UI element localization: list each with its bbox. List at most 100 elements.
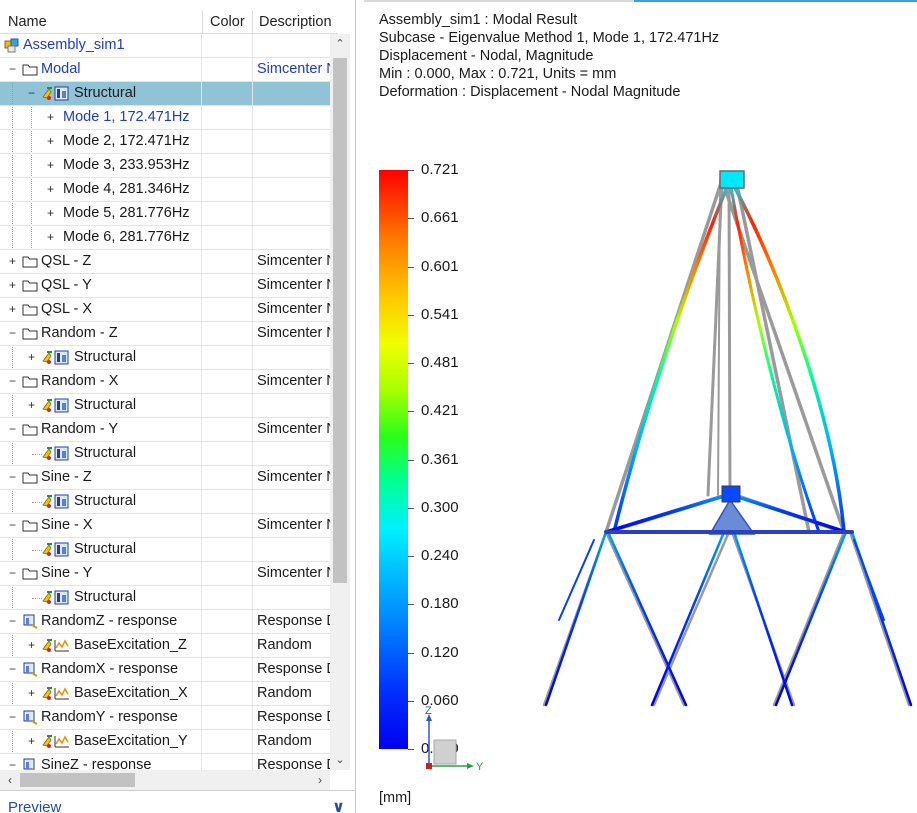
tree-row[interactable]: − Structural <box>0 82 330 106</box>
tree-row[interactable]: + Structural <box>0 394 330 418</box>
expand-icon[interactable]: + <box>46 158 54 172</box>
tree-row[interactable]: − Modal Simcenter N <box>0 58 330 82</box>
tree-row-name-cell[interactable]: + Mode 4, 281.346Hz <box>0 178 202 201</box>
tree-row[interactable]: − Sine - Y Simcenter N <box>0 562 330 586</box>
collapse-icon[interactable]: − <box>8 518 16 532</box>
tree-row[interactable]: + QSL - Y Simcenter N <box>0 274 330 298</box>
collapse-icon[interactable]: − <box>8 62 16 76</box>
horizontal-scroll-thumb[interactable] <box>20 773 135 787</box>
tree-row[interactable]: − Random - Z Simcenter N <box>0 322 330 346</box>
collapse-icon[interactable]: − <box>8 326 16 340</box>
tree-row[interactable]: + Mode 6, 281.776Hz <box>0 226 330 250</box>
tree-row-name-cell[interactable]: − Sine - Z <box>0 466 202 489</box>
tree-row-name-cell[interactable]: − Random - X <box>0 370 202 393</box>
tree-row[interactable]: + Mode 1, 172.471Hz <box>0 106 330 130</box>
expand-icon[interactable]: + <box>46 230 54 244</box>
expand-icon[interactable]: + <box>8 278 16 292</box>
tree-row-name-cell[interactable]: Structural <box>0 586 202 609</box>
expand-icon[interactable]: + <box>8 254 16 268</box>
tree-row[interactable]: Assembly_sim1 <box>0 34 330 58</box>
tree-row-name-cell[interactable]: − SineZ - response <box>0 754 202 777</box>
tree-row[interactable]: + Mode 5, 281.776Hz <box>0 202 330 226</box>
tree-row-name-cell[interactable]: + BaseExcitation_Z <box>0 634 202 657</box>
tree-row-name-cell[interactable]: + QSL - X <box>0 298 202 321</box>
chevron-down-icon[interactable]: ∨ <box>332 799 345 813</box>
tree-row[interactable]: − Random - Y Simcenter N <box>0 418 330 442</box>
scroll-up-icon[interactable]: ⌃ <box>335 38 345 50</box>
tree-row[interactable]: − RandomX - response Response D <box>0 658 330 682</box>
expand-icon[interactable]: + <box>27 734 35 748</box>
tree-row[interactable]: Structural <box>0 586 330 610</box>
tree-row-name-cell[interactable]: − Random - Z <box>0 322 202 345</box>
horizontal-scrollbar[interactable]: ‹ › <box>0 770 330 790</box>
expand-icon[interactable]: + <box>46 182 54 196</box>
tree-row[interactable]: Structural <box>0 490 330 514</box>
scroll-down-icon[interactable]: ⌄ <box>335 754 345 766</box>
tree-row[interactable]: − Random - X Simcenter N <box>0 370 330 394</box>
tree-row-name-cell[interactable]: + BaseExcitation_Y <box>0 730 202 753</box>
tree-row-name-cell[interactable]: + Mode 1, 172.471Hz <box>0 106 202 129</box>
tree-row[interactable]: + BaseExcitation_X Random <box>0 682 330 706</box>
tree-row-name-cell[interactable]: + Mode 2, 172.471Hz <box>0 130 202 153</box>
tree-row-name-cell[interactable]: − Sine - Y <box>0 562 202 585</box>
expand-icon[interactable]: + <box>27 398 35 412</box>
graphics-window[interactable]: Assembly_sim1 : Modal Result Subcase - E… <box>364 0 917 813</box>
tree-row[interactable]: − SineZ - response Response D <box>0 754 330 778</box>
tree-row[interactable]: + Mode 2, 172.471Hz <box>0 130 330 154</box>
tree-row-name-cell[interactable]: − Sine - X <box>0 514 202 537</box>
collapse-icon[interactable]: − <box>8 470 16 484</box>
tree-row[interactable]: + Mode 4, 281.346Hz <box>0 178 330 202</box>
collapse-icon[interactable]: − <box>8 566 16 580</box>
tree-row-name-cell[interactable]: − RandomY - response <box>0 706 202 729</box>
tree-row[interactable]: + QSL - X Simcenter N <box>0 298 330 322</box>
tree-row-name-cell[interactable]: − Random - Y <box>0 418 202 441</box>
tree-row-name-cell[interactable]: Structural <box>0 538 202 561</box>
tree-row[interactable]: + BaseExcitation_Y Random <box>0 730 330 754</box>
tree-row-name-cell[interactable]: Structural <box>0 490 202 513</box>
column-header-color[interactable]: Color <box>203 10 253 34</box>
expand-icon[interactable]: + <box>27 686 35 700</box>
tree-row[interactable]: + Structural <box>0 346 330 370</box>
tree-row-name-cell[interactable]: − RandomX - response <box>0 658 202 681</box>
expand-icon[interactable]: + <box>8 302 16 316</box>
collapse-icon[interactable]: − <box>8 758 16 772</box>
preview-section[interactable]: Preview ∨ <box>0 790 355 813</box>
expand-icon[interactable]: + <box>46 134 54 148</box>
collapse-icon[interactable]: − <box>8 422 16 436</box>
collapse-icon[interactable]: − <box>27 86 35 100</box>
tree-row-name-cell[interactable]: + Structural <box>0 394 202 417</box>
tree-row-name-cell[interactable]: Assembly_sim1 <box>0 34 202 57</box>
tree-row[interactable]: Structural <box>0 442 330 466</box>
tree-row-name-cell[interactable]: + QSL - Z <box>0 250 202 273</box>
collapse-icon[interactable]: − <box>8 710 16 724</box>
vertical-scrollbar[interactable]: ⌃ ⌄ <box>330 34 350 770</box>
tree-row-name-cell[interactable]: − RandomZ - response <box>0 610 202 633</box>
tree-row[interactable]: Structural <box>0 538 330 562</box>
tree-row[interactable]: + BaseExcitation_Z Random <box>0 634 330 658</box>
column-header-name[interactable]: Name <box>0 10 203 34</box>
tree-row-name-cell[interactable]: − Structural <box>0 82 202 105</box>
collapse-icon[interactable]: − <box>8 662 16 676</box>
tree-row[interactable]: − Sine - Z Simcenter N <box>0 466 330 490</box>
expand-icon[interactable]: + <box>27 350 35 364</box>
tree-row-name-cell[interactable]: + Mode 6, 281.776Hz <box>0 226 202 249</box>
tree-row-name-cell[interactable]: + BaseExcitation_X <box>0 682 202 705</box>
collapse-icon[interactable]: − <box>8 614 16 628</box>
tree-row-name-cell[interactable]: + Structural <box>0 346 202 369</box>
expand-icon[interactable]: + <box>46 110 54 124</box>
scroll-left-icon[interactable]: ‹ <box>8 773 12 787</box>
tree-row-name-cell[interactable]: + QSL - Y <box>0 274 202 297</box>
tree-row[interactable]: + QSL - Z Simcenter N <box>0 250 330 274</box>
scroll-right-icon[interactable]: › <box>318 773 322 787</box>
tree-row[interactable]: + Mode 3, 233.953Hz <box>0 154 330 178</box>
tree-row-name-cell[interactable]: Structural <box>0 442 202 465</box>
deformed-model[interactable] <box>534 160 917 720</box>
collapse-icon[interactable]: − <box>8 374 16 388</box>
tree-row-name-cell[interactable]: + Mode 3, 233.953Hz <box>0 154 202 177</box>
expand-icon[interactable]: + <box>27 638 35 652</box>
column-header-description[interactable]: Description <box>259 14 332 30</box>
vertical-scroll-thumb[interactable] <box>333 58 347 583</box>
tree-row-name-cell[interactable]: + Mode 5, 281.776Hz <box>0 202 202 225</box>
tree-row-name-cell[interactable]: − Modal <box>0 58 202 81</box>
tree-row[interactable]: − RandomY - response Response D <box>0 706 330 730</box>
